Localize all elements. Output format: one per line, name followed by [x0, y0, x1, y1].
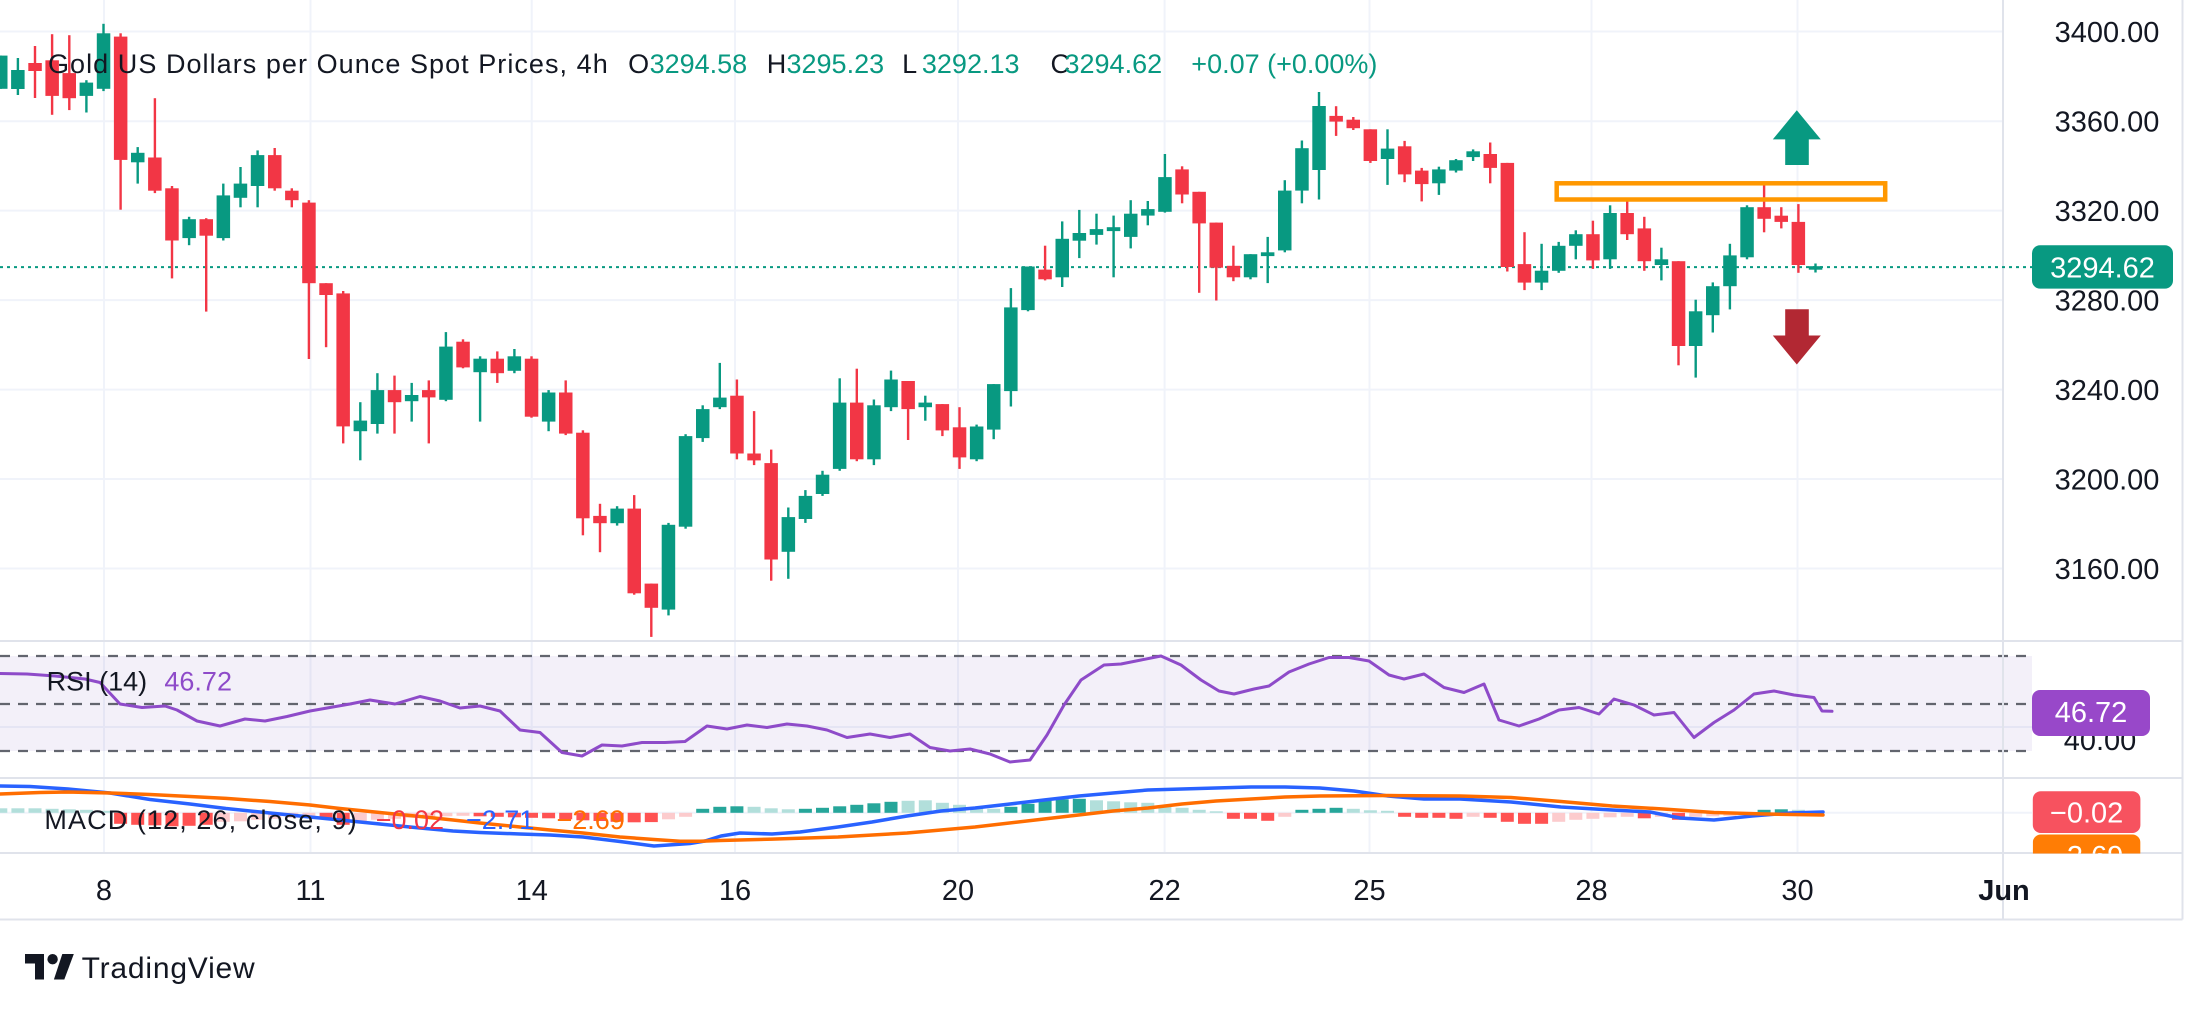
svg-text:3360.00: 3360.00	[2055, 107, 2160, 139]
svg-text:MACD (12, 26, close, 9): MACD (12, 26, close, 9)	[44, 805, 357, 835]
svg-text:3280.00: 3280.00	[2055, 286, 2160, 318]
svg-text:3160.00: 3160.00	[2055, 554, 2160, 586]
svg-text:3294.62: 3294.62	[1065, 49, 1163, 79]
svg-text:3240.00: 3240.00	[2055, 375, 2160, 407]
svg-text:Gold US Dollars per Ounce Spot: Gold US Dollars per Ounce Spot Prices, 4…	[48, 49, 609, 79]
svg-text:3294.62: 3294.62	[2050, 253, 2155, 285]
svg-text:28: 28	[1575, 875, 1607, 907]
svg-text:−2.69: −2.69	[557, 805, 625, 835]
svg-text:C: C	[1051, 49, 1071, 79]
svg-text:11: 11	[295, 875, 325, 907]
svg-text:O: O	[628, 49, 649, 79]
svg-text:3200.00: 3200.00	[2055, 465, 2160, 497]
svg-text:46.72: 46.72	[164, 667, 232, 697]
svg-text:3294.58: 3294.58	[650, 49, 748, 79]
svg-text:−0.02: −0.02	[376, 805, 444, 835]
svg-text:16: 16	[719, 875, 751, 907]
svg-text:30: 30	[1781, 875, 1813, 907]
svg-text:+0.07 (+0.00%): +0.07 (+0.00%)	[1191, 49, 1377, 79]
svg-text:Jun: Jun	[1978, 875, 2030, 907]
svg-text:20: 20	[942, 875, 974, 907]
svg-text:−0.02: −0.02	[2050, 798, 2123, 830]
svg-text:3320.00: 3320.00	[2055, 196, 2160, 228]
svg-text:3400.00: 3400.00	[2055, 17, 2160, 49]
svg-text:RSI (14): RSI (14)	[47, 667, 148, 697]
svg-text:3295.23: 3295.23	[787, 49, 885, 79]
svg-text:46.72: 46.72	[2055, 697, 2128, 729]
svg-text:25: 25	[1353, 875, 1385, 907]
svg-text:8: 8	[96, 875, 112, 907]
svg-text:22: 22	[1148, 875, 1180, 907]
svg-text:14: 14	[516, 875, 548, 907]
svg-text:TradingView: TradingView	[82, 952, 256, 985]
svg-text:H: H	[767, 49, 787, 79]
svg-text:−2.71: −2.71	[466, 805, 534, 835]
svg-text:L: L	[902, 49, 917, 79]
svg-text:−2.69: −2.69	[2050, 841, 2123, 873]
svg-text:3292.13: 3292.13	[922, 49, 1020, 79]
